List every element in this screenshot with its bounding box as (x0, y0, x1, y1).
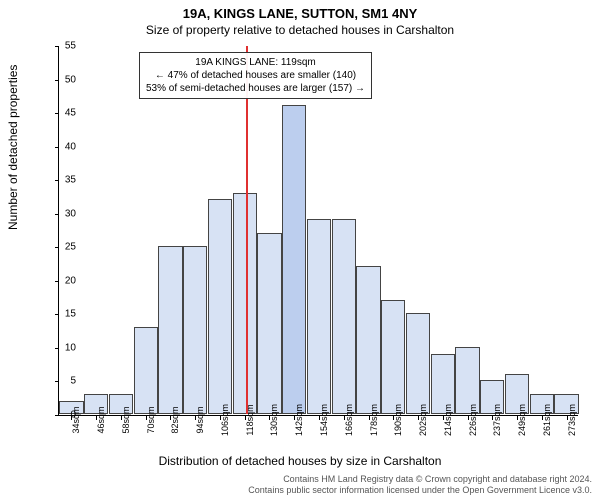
footer-line1: Contains HM Land Registry data © Crown c… (248, 474, 592, 485)
histogram-bar (282, 105, 306, 414)
histogram-bar (381, 300, 405, 414)
histogram-bar (183, 246, 207, 414)
x-tick-label: 261sqm (542, 404, 552, 436)
y-axis-label: Number of detached properties (6, 65, 20, 230)
y-tick-label: 10 (46, 342, 76, 353)
histogram-bar (233, 193, 257, 414)
y-tick-label: 50 (46, 74, 76, 85)
y-tick-label: 40 (46, 141, 76, 152)
y-tick-label: 20 (46, 275, 76, 286)
y-tick-label: 45 (46, 108, 76, 119)
x-tick-label: 154sqm (319, 404, 329, 436)
histogram-bar (208, 199, 232, 414)
y-tick-label: 25 (46, 242, 76, 253)
annot-line1: 19A KINGS LANE: 119sqm (146, 56, 365, 69)
histogram-bar (307, 219, 331, 414)
chart-area: 34sqm46sqm58sqm70sqm82sqm94sqm106sqm118s… (58, 46, 578, 416)
x-tick-label: 70sqm (146, 406, 156, 433)
annot-line2: ← 47% of detached houses are smaller (14… (146, 69, 365, 82)
histogram-bar (356, 266, 380, 414)
x-tick-label: 214sqm (443, 404, 453, 436)
chart-title: 19A, KINGS LANE, SUTTON, SM1 4NY (0, 0, 600, 21)
histogram-bar (158, 246, 182, 414)
y-tick-label: 15 (46, 309, 76, 320)
x-tick-label: 46sqm (96, 406, 106, 433)
x-tick-label: 106sqm (220, 404, 230, 436)
y-tick-label: 35 (46, 175, 76, 186)
y-tick-label: 0 (46, 410, 76, 421)
x-tick-label: 130sqm (269, 404, 279, 436)
annot-line3: 53% of semi-detached houses are larger (… (146, 82, 365, 95)
x-tick-label: 237sqm (492, 404, 502, 436)
x-tick-label: 202sqm (418, 404, 428, 436)
x-tick-label: 142sqm (294, 404, 304, 436)
chart-subtitle: Size of property relative to detached ho… (0, 21, 600, 37)
footer-line2: Contains public sector information licen… (248, 485, 592, 496)
footer-attribution: Contains HM Land Registry data © Crown c… (248, 474, 592, 496)
histogram-bar (257, 233, 281, 414)
y-tick-label: 55 (46, 41, 76, 52)
histogram-bar (134, 327, 158, 414)
x-tick-label: 94sqm (195, 406, 205, 433)
histogram-bar (406, 313, 430, 414)
x-tick-label: 82sqm (170, 406, 180, 433)
x-tick-label: 226sqm (468, 404, 478, 436)
x-tick-label: 273sqm (567, 404, 577, 436)
x-tick-label: 249sqm (517, 404, 527, 436)
x-tick-label: 58sqm (121, 406, 131, 433)
y-tick-label: 5 (46, 376, 76, 387)
x-tick-label: 166sqm (344, 404, 354, 436)
histogram-bar (332, 219, 356, 414)
plot-region: 34sqm46sqm58sqm70sqm82sqm94sqm106sqm118s… (58, 46, 578, 416)
annotation-box: 19A KINGS LANE: 119sqm← 47% of detached … (139, 52, 372, 99)
x-tick-label: 178sqm (369, 404, 379, 436)
reference-line (246, 46, 248, 414)
y-tick-label: 30 (46, 208, 76, 219)
x-axis-label: Distribution of detached houses by size … (0, 454, 600, 468)
x-tick-label: 190sqm (393, 404, 403, 436)
